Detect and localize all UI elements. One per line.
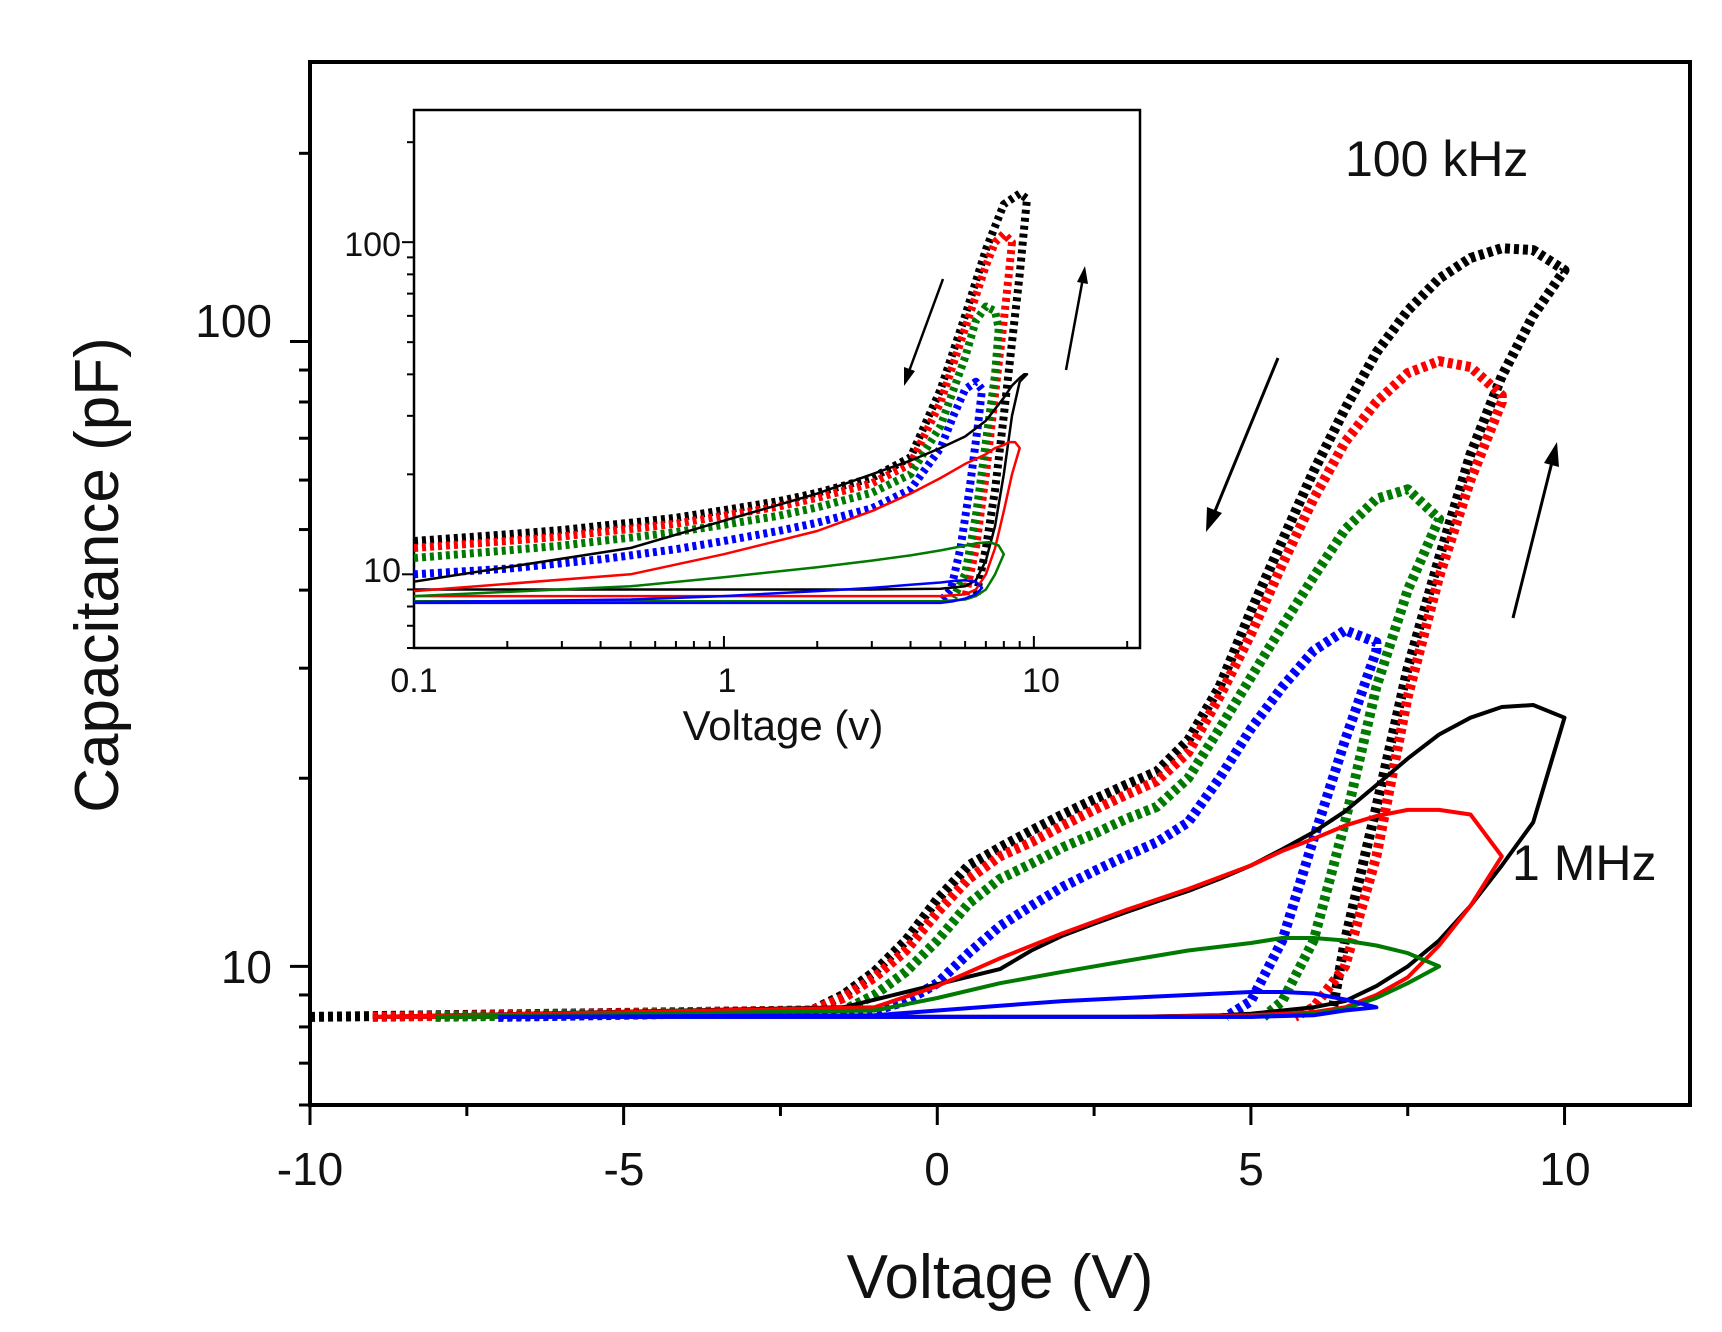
inset-x-tick-label: 1 [718,662,737,700]
inset-y-tick-labels: 10 100 [344,226,401,590]
main-x-tick-label: -5 [604,1143,645,1195]
main-y-axis-ticks [290,151,310,1107]
line-curve-1-mhz-loop [372,703,1567,1019]
sweep-up-arrow [1511,457,1555,619]
dotted-curve-freq-4-dots [414,377,986,604]
main-y-tick-label: 100 [195,295,272,347]
dotted-curve-freq-3-dots [414,302,1003,600]
main-x-tick-label: 10 [1539,1143,1590,1195]
inset-y-tick-label: 100 [344,226,401,264]
inset-chart: 0.1 1 10 10 100 Voltage (v) [344,108,1142,749]
annotation-100khz: 100 kHz [1345,131,1528,187]
inset-x-tick-labels: 0.1 1 10 [390,662,1060,700]
inset-plot-frame [412,108,1142,650]
main-x-axis-title: Voltage (V) [847,1243,1154,1312]
line-curve-freq-4-loop [498,990,1379,1019]
line-curve-freq-3-loop [414,540,1006,603]
line-curve-freq-2-loop [414,440,1021,598]
dotted-curve-freq-3-dots [435,484,1445,1022]
inset-x-axis-ticks [413,636,1129,648]
inset-series-layer [414,189,1031,605]
inset-x-axis-title: Voltage (v) [683,702,884,749]
inset-y-axis-ticks [402,141,414,649]
inset-sweep-down-arrowhead [904,367,915,386]
main-x-tick-label: 5 [1238,1143,1264,1195]
inset-y-tick-label: 10 [363,552,401,590]
inset-x-tick-label: 10 [1022,662,1060,700]
inset-sweep-up-arrow [1064,277,1085,371]
dotted-curve-freq-2-dots [372,356,1507,1022]
sweep-down-arrowhead [1206,507,1222,532]
dotted-curve-freq-4-dots [498,625,1382,1022]
line-curve-1-mhz-loop [414,373,1029,591]
main-x-axis-ticks [308,1105,1567,1125]
sweep-up-arrowhead [1544,442,1559,467]
main-sweep-arrows [1206,357,1559,619]
inset-sweep-down-arrow [906,278,945,375]
main-y-axis-title: Capacitance (pF) [63,337,132,813]
main-x-tick-label: 0 [924,1143,950,1195]
main-x-tick-label: -10 [277,1143,343,1195]
sweep-down-arrow [1211,357,1280,517]
line-curve-freq-4-loop [414,578,984,605]
main-y-tick-labels: 10 100 [195,295,272,993]
inset-x-tick-label: 0.1 [390,662,437,700]
main-series-layer [310,243,1570,1022]
main-y-tick-label: 10 [221,941,272,993]
main-x-tick-labels: -10 -5 0 5 10 [277,1143,1591,1195]
annotation-1mhz: 1 MHz [1512,835,1656,891]
inset-sweep-arrows [904,266,1088,386]
dotted-curve-100-khz-dots [310,243,1570,1022]
inset-sweep-up-arrowhead [1077,266,1088,284]
